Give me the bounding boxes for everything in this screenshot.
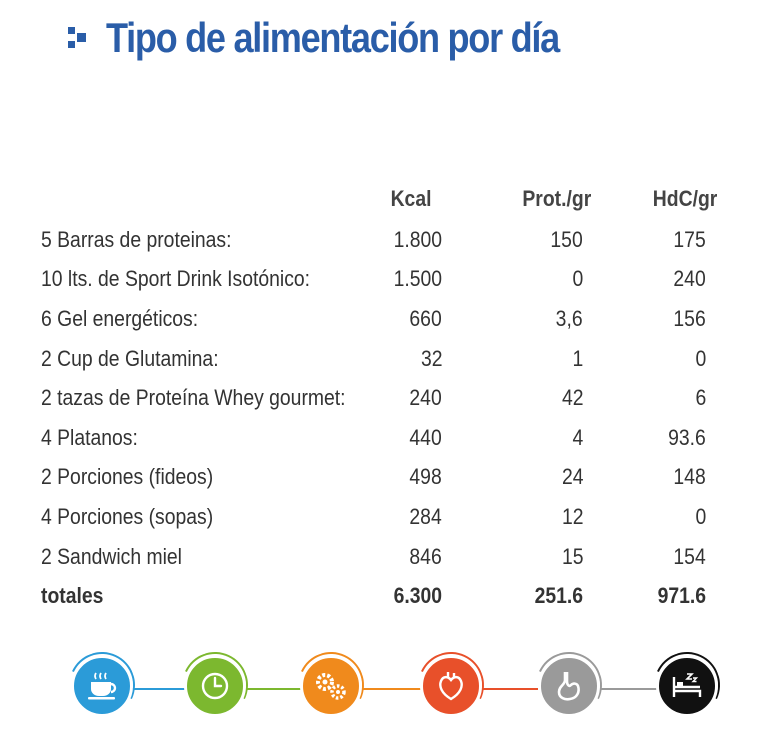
table-row: 2 Sandwich miel 846 15 154 bbox=[41, 537, 741, 577]
row-kcal: 440 bbox=[409, 424, 442, 450]
icon-strip bbox=[0, 642, 768, 728]
row-prot: 0 bbox=[572, 266, 583, 292]
table-row: 2 Porciones (fideos) 498 24 148 bbox=[41, 458, 741, 498]
row-hdc: 93.6 bbox=[668, 424, 706, 450]
row-prot: 3,6 bbox=[556, 305, 583, 331]
nutrition-table: Kcal Prot./gr HdC/gr 5 Barras de protein… bbox=[41, 178, 741, 616]
row-kcal: 660 bbox=[409, 305, 442, 331]
totals-kcal: 6.300 bbox=[393, 583, 442, 609]
gears-icon bbox=[300, 655, 362, 717]
row-prot: 1 bbox=[572, 345, 583, 371]
bullet-squares-icon bbox=[68, 27, 90, 49]
table-row: 6 Gel energéticos: 660 3,6 156 bbox=[41, 299, 741, 339]
row-prot: 24 bbox=[561, 464, 583, 490]
row-kcal: 32 bbox=[420, 345, 442, 371]
row-hdc: 240 bbox=[673, 266, 706, 292]
row-name: 10 lts. de Sport Drink Isotónico: bbox=[41, 266, 311, 292]
row-name: 5 Barras de proteinas: bbox=[41, 226, 232, 252]
totals-prot: 251.6 bbox=[534, 583, 583, 609]
table-row: 2 tazas de Proteína Whey gourmet: 240 42 6 bbox=[41, 378, 741, 418]
connector-line bbox=[472, 688, 538, 690]
row-hdc: 148 bbox=[673, 464, 706, 490]
connector-line bbox=[356, 688, 422, 690]
row-hdc: 6 bbox=[695, 385, 706, 411]
heart-organ-icon bbox=[420, 655, 482, 717]
clock-icon bbox=[184, 655, 246, 717]
sleep-bed-icon bbox=[656, 655, 718, 717]
title-block: Tipo de alimentación por día bbox=[68, 14, 633, 62]
row-name: 2 Porciones (fideos) bbox=[41, 464, 214, 490]
row-prot: 4 bbox=[572, 424, 583, 450]
row-prot: 15 bbox=[561, 543, 583, 569]
row-hdc: 175 bbox=[673, 226, 706, 252]
connector-line bbox=[592, 688, 658, 690]
connector-line bbox=[118, 688, 190, 690]
page-title: Tipo de alimentación por día bbox=[106, 14, 560, 61]
totals-label: totales bbox=[41, 583, 104, 609]
table-row: 5 Barras de proteinas: 1.800 150 175 bbox=[41, 220, 741, 260]
row-prot: 12 bbox=[561, 503, 583, 529]
row-hdc: 154 bbox=[673, 543, 706, 569]
row-kcal: 1.800 bbox=[393, 226, 442, 252]
table-row: 10 lts. de Sport Drink Isotónico: 1.500 0 2… bbox=[41, 260, 741, 300]
row-hdc: 0 bbox=[695, 345, 706, 371]
row-name: 2 Sandwich miel bbox=[41, 543, 182, 569]
row-hdc: 156 bbox=[673, 305, 706, 331]
row-prot: 150 bbox=[550, 226, 583, 252]
row-name: 4 Platanos: bbox=[41, 424, 138, 450]
header-hdc: HdC/gr bbox=[652, 186, 717, 211]
row-name: 6 Gel energéticos: bbox=[41, 305, 199, 331]
row-name: 2 Cup de Glutamina: bbox=[41, 345, 219, 371]
row-hdc: 0 bbox=[695, 503, 706, 529]
table-row: 2 Cup de Glutamina: 32 1 0 bbox=[41, 339, 741, 379]
table-row: 4 Platanos: 440 4 93.6 bbox=[41, 418, 741, 458]
totals-hdc: 971.6 bbox=[657, 583, 706, 609]
stomach-icon bbox=[538, 655, 600, 717]
row-kcal: 846 bbox=[409, 543, 442, 569]
row-kcal: 284 bbox=[409, 503, 442, 529]
row-kcal: 1.500 bbox=[393, 266, 442, 292]
row-kcal: 498 bbox=[409, 464, 442, 490]
row-name: 4 Porciones (sopas) bbox=[41, 503, 214, 529]
table-row: 4 Porciones (sopas) 284 12 0 bbox=[41, 497, 741, 537]
row-prot: 42 bbox=[561, 385, 583, 411]
header-prot: Prot./gr bbox=[522, 186, 591, 211]
row-name: 2 tazas de Proteína Whey gourmet: bbox=[41, 385, 346, 411]
coffee-cup-icon bbox=[71, 655, 133, 717]
connector-line bbox=[240, 688, 306, 690]
row-kcal: 240 bbox=[409, 385, 442, 411]
header-kcal: Kcal bbox=[390, 186, 431, 211]
table-header: Kcal Prot./gr HdC/gr bbox=[41, 178, 741, 220]
totals-row: totales 6.300 251.6 971.6 bbox=[41, 576, 741, 616]
